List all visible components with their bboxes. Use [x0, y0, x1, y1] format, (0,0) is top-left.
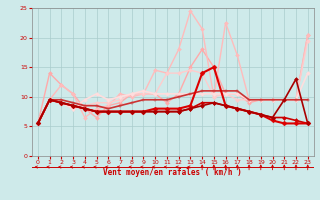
X-axis label: Vent moyen/en rafales ( km/h ): Vent moyen/en rafales ( km/h ) [103, 168, 242, 177]
